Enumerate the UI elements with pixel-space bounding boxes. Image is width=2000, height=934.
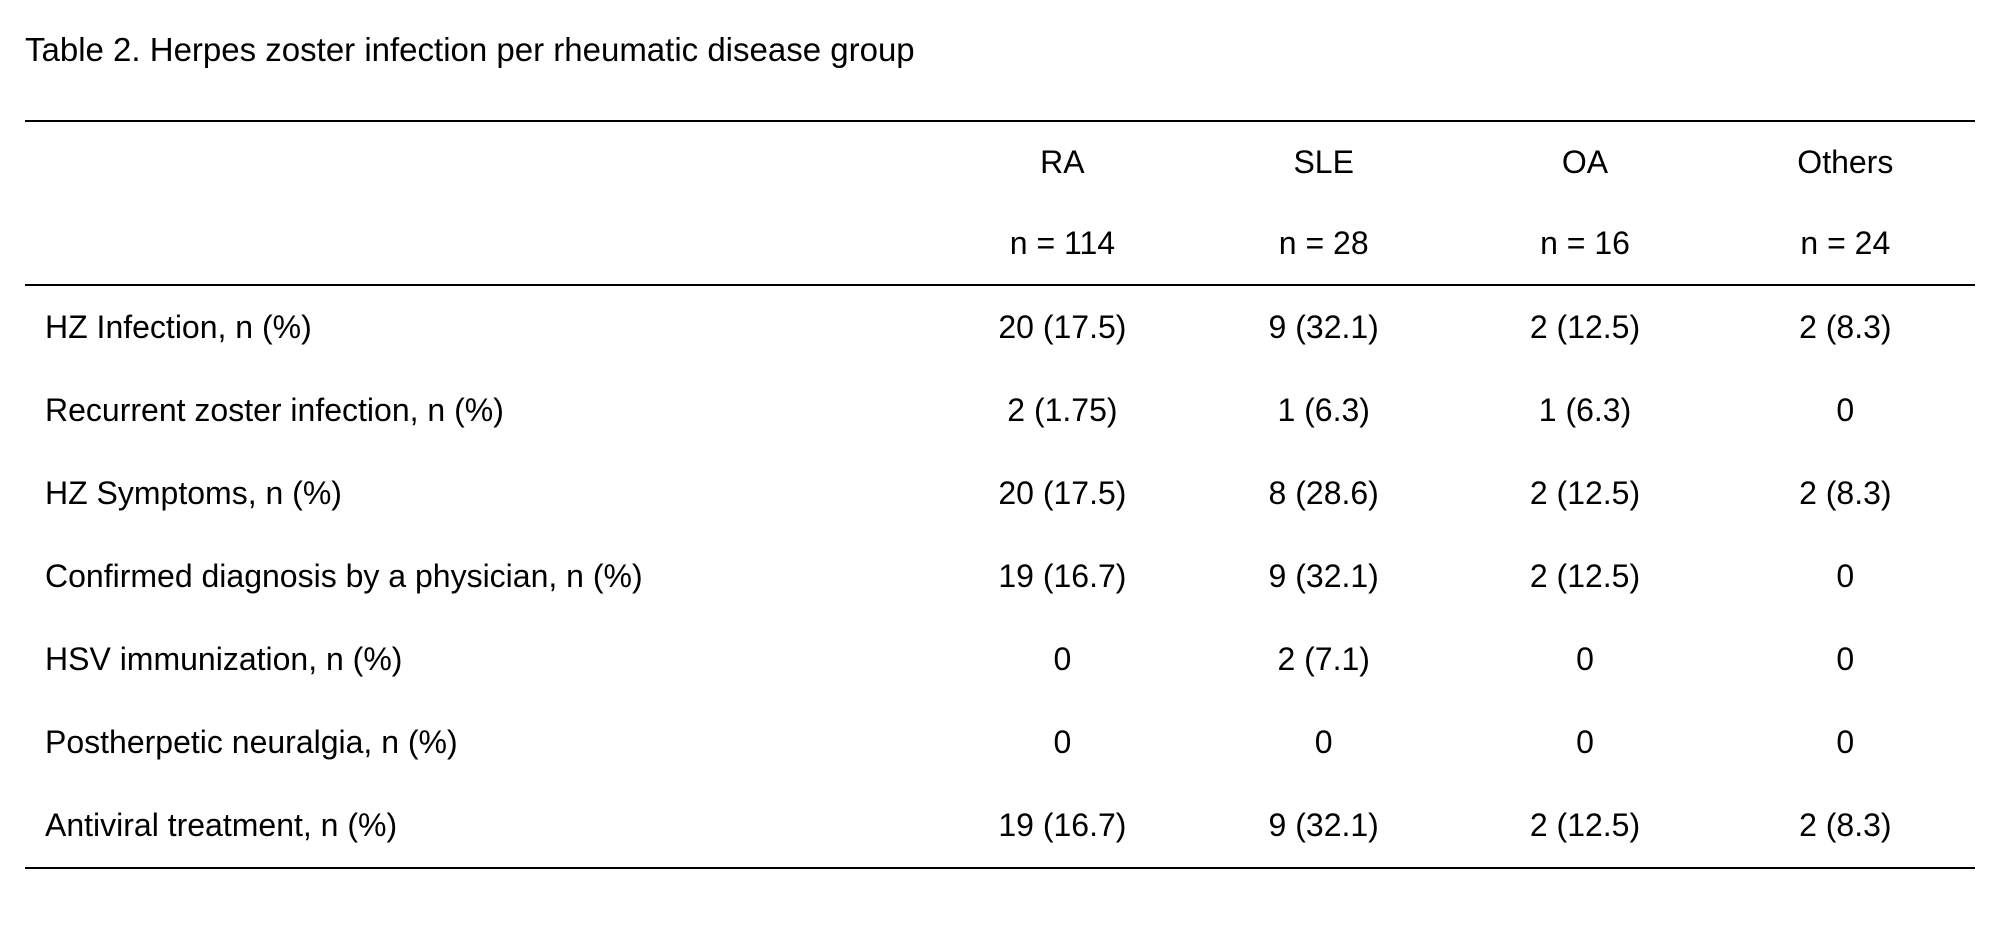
table-row: HZ Infection, n (%) 20 (17.5) 9 (32.1) 2… — [25, 286, 1975, 369]
cell-value: 8 (28.6) — [1268, 474, 1379, 511]
cell-value: 2 (8.3) — [1799, 308, 1892, 345]
cell-value: 2 (12.5) — [1529, 308, 1641, 345]
cell-value: 19 (16.7) — [998, 806, 1127, 843]
column-n-others: n = 24 — [1800, 224, 1891, 261]
table-row: Antiviral treatment, n (%) 19 (16.7) 9 (… — [25, 784, 1975, 867]
cell-value: 0 — [1836, 557, 1855, 594]
cell-value: 2 (12.5) — [1529, 557, 1641, 594]
cell-value: 1 (6.3) — [1277, 391, 1370, 428]
table-row: Recurrent zoster infection, n (%) 2 (1.7… — [25, 369, 1975, 452]
cell-value: 0 — [1576, 640, 1594, 677]
cell-value: 9 (32.1) — [1268, 806, 1379, 843]
column-header-ra: RA — [1040, 143, 1085, 180]
row-label: HSV immunization, n (%) — [45, 640, 403, 677]
row-label: Confirmed diagnosis by a physician, n (%… — [45, 557, 643, 594]
cell-value: 2 (8.3) — [1799, 474, 1892, 511]
cell-value: 0 — [1836, 723, 1855, 760]
cell-value: 9 (32.1) — [1268, 557, 1379, 594]
row-label: Recurrent zoster infection, n (%) — [45, 391, 504, 428]
data-table: RA SLE OA Others n = 114 n = 28 n = 16 n… — [25, 119, 1975, 869]
table-caption: Table 2. Herpes zoster infection per rhe… — [25, 31, 915, 68]
cell-value: 0 — [1314, 723, 1333, 760]
table-header: RA SLE OA Others n = 114 n = 28 n = 16 n… — [25, 119, 1975, 286]
cell-value: 19 (16.7) — [998, 557, 1127, 594]
table-body: HZ Infection, n (%) 20 (17.5) 9 (32.1) 2… — [25, 286, 1975, 869]
header-group-row: RA SLE OA Others — [25, 122, 1975, 203]
column-header-sle: SLE — [1293, 143, 1354, 180]
row-label: Antiviral treatment, n (%) — [45, 806, 398, 843]
cell-value: 2 (12.5) — [1529, 806, 1641, 843]
table-row: Confirmed diagnosis by a physician, n (%… — [25, 535, 1975, 618]
cell-value: 9 (32.1) — [1268, 308, 1379, 345]
row-label: Postherpetic neuralgia, n (%) — [45, 723, 458, 760]
cell-value: 20 (17.5) — [998, 474, 1127, 511]
cell-value: 2 (8.3) — [1799, 806, 1892, 843]
cell-value: 0 — [1053, 640, 1072, 677]
table-row: HZ Symptoms, n (%) 20 (17.5) 8 (28.6) 2 … — [25, 452, 1975, 535]
cell-value: 2 (1.75) — [1007, 391, 1118, 428]
table-row: Postherpetic neuralgia, n (%) 0 0 0 0 — [25, 701, 1975, 784]
cell-value: 1 (6.3) — [1538, 391, 1632, 428]
row-label: HZ Infection, n (%) — [45, 308, 312, 345]
table-row: HSV immunization, n (%) 0 2 (7.1) 0 0 — [25, 618, 1975, 701]
column-header-others: Others — [1797, 143, 1894, 180]
cell-value: 0 — [1836, 640, 1855, 677]
header-n-row: n = 114 n = 28 n = 16 n = 24 — [25, 203, 1975, 284]
column-n-sle: n = 28 — [1278, 224, 1369, 261]
column-header-oa: OA — [1561, 143, 1609, 180]
cell-value: 2 (7.1) — [1277, 640, 1370, 677]
column-n-ra: n = 114 — [1009, 224, 1116, 261]
cell-value: 2 (12.5) — [1529, 474, 1641, 511]
cell-value: 0 — [1053, 723, 1072, 760]
column-n-oa: n = 16 — [1540, 224, 1630, 261]
cell-value: 0 — [1836, 391, 1855, 428]
row-label: HZ Symptoms, n (%) — [45, 474, 342, 511]
cell-value: 20 (17.5) — [998, 308, 1127, 345]
cell-value: 0 — [1576, 723, 1594, 760]
